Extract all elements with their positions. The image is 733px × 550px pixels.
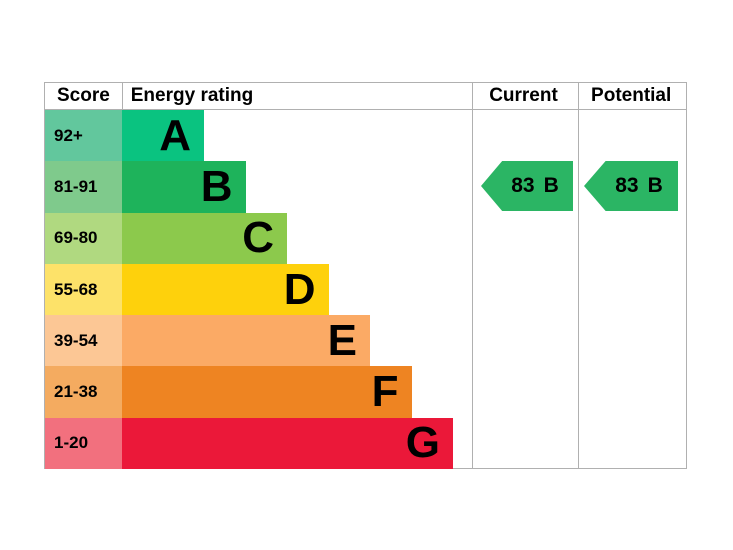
energy-rating-column-divider	[472, 83, 473, 468]
band-row-d: 55-68 D	[45, 263, 686, 316]
band-g-bar: G	[122, 417, 453, 470]
current-rating-arrow-icon: 83 B	[481, 161, 573, 211]
band-b-letter: B	[200, 161, 233, 211]
current-column-header: Current	[489, 85, 558, 106]
band-a-letter: A	[159, 110, 191, 160]
band-row-a: 92+ A	[45, 110, 686, 162]
potential-rating-value: 83	[615, 174, 639, 197]
band-f-letter: F	[371, 367, 399, 417]
score-column-header: Score	[56, 85, 110, 106]
band-a-score-range: 92+	[45, 110, 122, 162]
band-row-f: 21-38 F	[45, 366, 686, 418]
band-c-score-range: 69-80	[45, 212, 122, 264]
band-a-bar: A	[122, 110, 204, 162]
energy-rating-column-header: Energy rating	[130, 85, 254, 106]
potential-column-header: Potential	[591, 85, 672, 106]
band-b-bar: B	[122, 161, 246, 213]
band-g-letter: G	[405, 418, 440, 468]
band-e-score-range: 39-54	[45, 315, 122, 367]
band-f-score-range: 21-38	[45, 366, 122, 418]
score-column-divider	[122, 83, 123, 110]
band-b-score-range: 81-91	[45, 161, 122, 213]
band-row-c: 69-80 C	[45, 212, 686, 264]
band-row-b: 81-91 B	[45, 161, 686, 213]
potential-rating-arrow-icon: 83 B	[584, 161, 678, 211]
potential-rating-band: B	[647, 174, 663, 197]
band-e-bar: E	[122, 315, 370, 367]
chart-header-row: Score Energy rating Current Potential	[45, 83, 686, 110]
band-row-e: 39-54 E	[45, 315, 686, 367]
current-column-divider	[578, 83, 579, 468]
current-rating-band: B	[543, 174, 559, 197]
band-d-bar: D	[122, 263, 329, 316]
band-g-score-range: 1-20	[45, 417, 122, 470]
band-d-letter: D	[283, 264, 316, 314]
band-f-bar: F	[122, 366, 412, 418]
epc-energy-rating-chart: Score Energy rating Current Potential 92…	[44, 82, 687, 470]
band-d-score-range: 55-68	[45, 263, 122, 316]
band-e-letter: E	[327, 315, 357, 365]
current-rating-value: 83	[511, 174, 535, 197]
band-c-letter: C	[242, 213, 274, 263]
band-c-bar: C	[122, 212, 287, 264]
band-row-g: 1-20 G	[45, 417, 686, 470]
